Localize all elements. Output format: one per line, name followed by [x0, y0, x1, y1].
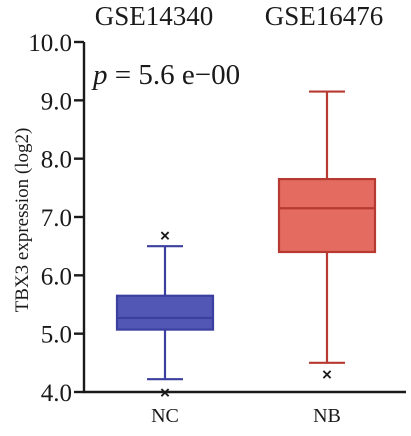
box-nb: NB	[277, 90, 377, 427]
axes: 4.0 5.0 6.0 7.0 8.0 9.0 10.0	[28, 30, 406, 407]
outlier-nc-1	[160, 231, 170, 240]
boxes: NC NB	[115, 90, 377, 427]
y-axis-title: TBX3 expression (log2)	[12, 128, 33, 313]
y-tick-label-1: 5.0	[41, 322, 72, 349]
box-nc: NC	[115, 231, 215, 427]
y-tick-label-2: 6.0	[41, 263, 72, 290]
y-tick-label-6: 10.0	[28, 30, 72, 57]
iqr-box-nc	[115, 294, 215, 331]
category-label-nb: NB	[313, 405, 341, 427]
iqr-box-nb	[277, 177, 377, 254]
outlier-nc-0	[160, 388, 170, 397]
y-tick-label-5: 9.0	[41, 88, 72, 115]
y-tick-label-0: 4.0	[41, 380, 72, 407]
category-label-nc: NC	[151, 405, 179, 427]
y-tick-label-3: 7.0	[41, 205, 72, 232]
p-value-text: = 5.6 e−00	[108, 59, 241, 91]
y-tick-label-4: 8.0	[41, 147, 72, 174]
dataset-label-gse14340: GSE14340	[95, 1, 214, 31]
dataset-label-gse16476: GSE16476	[265, 1, 384, 31]
p-value-annotation: p = 5.6 e−00	[91, 59, 240, 91]
p-symbol: p	[91, 59, 108, 91]
outlier-nb-0	[322, 370, 332, 379]
